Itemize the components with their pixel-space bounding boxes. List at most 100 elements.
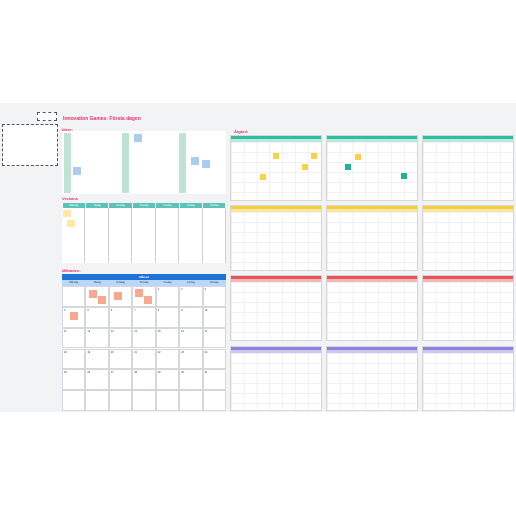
- month-day-cell[interactable]: 9: [179, 306, 203, 328]
- sticky-note[interactable]: [134, 134, 142, 142]
- month-day-cell[interactable]: 3: [202, 286, 226, 307]
- mini-month-calendar[interactable]: [326, 346, 418, 411]
- month-day-cell[interactable]: 22: [155, 348, 180, 370]
- month-day-cell[interactable]: 29: [155, 369, 180, 391]
- idea-column[interactable]: [122, 133, 129, 193]
- month-day-cell[interactable]: 10: [202, 306, 226, 328]
- mini-calendar-grid[interactable]: [231, 282, 321, 340]
- legend-line: [5, 127, 55, 131]
- month-day-cell[interactable]: 14: [132, 327, 156, 349]
- month-day-cell[interactable]: 15: [155, 327, 180, 349]
- month-day-cell[interactable]: [132, 390, 156, 411]
- mini-calendar-weekdays: [327, 350, 417, 353]
- mini-month-calendar[interactable]: [422, 275, 514, 341]
- mini-calendar-grid[interactable]: [231, 212, 321, 270]
- sticky-note[interactable]: [302, 164, 308, 170]
- sticky-note[interactable]: [135, 289, 143, 297]
- sticky-note[interactable]: [311, 153, 317, 159]
- mini-calendar-grid[interactable]: [231, 353, 321, 410]
- idea-column[interactable]: [179, 133, 186, 193]
- mini-calendar-grid[interactable]: [423, 142, 513, 200]
- weekday-column[interactable]: [179, 208, 203, 263]
- month-day-cell[interactable]: 1: [155, 286, 180, 307]
- month-day-cell[interactable]: [155, 390, 180, 411]
- mini-calendar-grid[interactable]: [423, 282, 513, 340]
- mini-month-calendar[interactable]: [422, 346, 514, 411]
- month-day-cell[interactable]: 26: [85, 369, 109, 391]
- sticky-note[interactable]: [114, 292, 122, 300]
- sticky-note[interactable]: [355, 154, 361, 160]
- mini-month-calendar[interactable]: [230, 275, 322, 341]
- month-day-cell[interactable]: 31: [202, 369, 226, 391]
- sticky-note[interactable]: [273, 153, 279, 159]
- sticky-note[interactable]: [89, 290, 97, 298]
- month-day-cell[interactable]: 16: [179, 327, 203, 349]
- mini-calendar-weekdays: [231, 279, 321, 282]
- section-label-ideas: Idéer:: [62, 127, 73, 132]
- mini-month-calendar[interactable]: [422, 205, 514, 271]
- month-day-cell[interactable]: [62, 286, 86, 307]
- mini-month-calendar[interactable]: [326, 135, 418, 201]
- weekday-column[interactable]: [85, 208, 109, 263]
- month-day-cell[interactable]: 30: [179, 369, 203, 391]
- month-day-cell[interactable]: 21: [132, 348, 156, 370]
- mini-month-calendar[interactable]: [230, 205, 322, 271]
- month-day-cell[interactable]: 27: [108, 369, 133, 391]
- month-day-cell[interactable]: 5: [85, 306, 109, 328]
- mini-calendar-grid[interactable]: [327, 353, 417, 410]
- mini-calendar-grid[interactable]: [423, 212, 513, 270]
- month-day-cell[interactable]: [202, 390, 226, 411]
- mini-month-calendar[interactable]: [230, 346, 322, 411]
- mini-calendar-grid[interactable]: [327, 282, 417, 340]
- sticky-note[interactable]: [73, 167, 81, 175]
- month-day-cell[interactable]: 7: [132, 306, 156, 328]
- month-day-cell[interactable]: 20: [108, 348, 133, 370]
- sticky-note[interactable]: [63, 210, 71, 217]
- month-day-cell[interactable]: 19: [85, 348, 109, 370]
- sticky-note[interactable]: [202, 160, 210, 168]
- month-day-cell[interactable]: [62, 390, 86, 411]
- sticky-note[interactable]: [191, 157, 199, 165]
- month-day-cell[interactable]: 6: [108, 306, 133, 328]
- month-day-cell[interactable]: [108, 390, 133, 411]
- month-day-cell[interactable]: 11: [62, 327, 86, 349]
- weekday-column[interactable]: [155, 208, 180, 263]
- sticky-note[interactable]: [98, 296, 106, 304]
- mini-calendar-grid[interactable]: [231, 142, 321, 200]
- month-weekday-header: Fredag: [155, 280, 180, 286]
- month-day-cell[interactable]: 24: [202, 348, 226, 370]
- mini-month-calendar[interactable]: [422, 135, 514, 201]
- weekday-column[interactable]: [108, 208, 133, 263]
- sticky-note[interactable]: [144, 296, 152, 304]
- sticky-note[interactable]: [67, 220, 75, 227]
- sticky-note[interactable]: [260, 174, 266, 180]
- mini-calendar-weekdays: [231, 139, 321, 142]
- month-day-cell[interactable]: [179, 390, 203, 411]
- month-day-cell[interactable]: 25: [62, 369, 86, 391]
- legend-line: [5, 147, 55, 151]
- mini-month-calendar[interactable]: [326, 205, 418, 271]
- weekday-column[interactable]: [132, 208, 156, 263]
- month-day-cell[interactable]: 17: [202, 327, 226, 349]
- idea-column[interactable]: [64, 133, 71, 193]
- legend-note[interactable]: [2, 124, 58, 166]
- mini-month-calendar[interactable]: [326, 275, 418, 341]
- month-day-cell[interactable]: 28: [132, 369, 156, 391]
- month-day-cell[interactable]: 13: [108, 327, 133, 349]
- month-day-cell[interactable]: 2: [179, 286, 203, 307]
- month-day-cell[interactable]: 12: [85, 327, 109, 349]
- sticky-note[interactable]: [345, 164, 351, 170]
- weekday-header: Onsdag: [109, 203, 132, 208]
- mini-calendar-grid[interactable]: [327, 142, 417, 200]
- sticky-note[interactable]: [401, 173, 407, 179]
- month-day-cell[interactable]: 18: [62, 348, 86, 370]
- mini-calendar-grid[interactable]: [327, 212, 417, 270]
- month-day-cell[interactable]: 23: [179, 348, 203, 370]
- mini-month-calendar[interactable]: [230, 135, 322, 201]
- month-day-cell[interactable]: 8: [155, 306, 180, 328]
- mini-calendar-grid[interactable]: [423, 353, 513, 410]
- section-label-actions: Åtgärd:: [234, 129, 249, 134]
- sticky-note[interactable]: [70, 312, 78, 320]
- weekday-column[interactable]: [202, 208, 226, 263]
- month-day-cell[interactable]: [85, 390, 109, 411]
